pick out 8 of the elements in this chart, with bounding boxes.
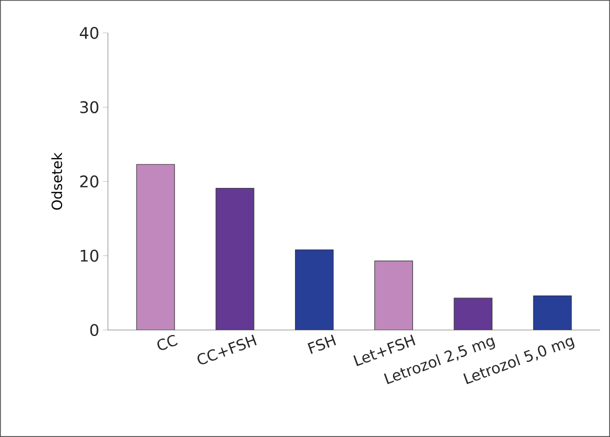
y-tick-label: 40 xyxy=(80,26,98,39)
x-tick-label: CC xyxy=(157,335,178,350)
y-tick-label: 0 xyxy=(90,324,98,336)
y-tick-label: 10 xyxy=(80,250,98,262)
y-tick-label: 30 xyxy=(80,101,98,114)
y-tick-label: 20 xyxy=(80,175,98,188)
x-tick-label: FSH xyxy=(308,334,336,354)
y-axis-title: Odsetek xyxy=(51,152,62,210)
